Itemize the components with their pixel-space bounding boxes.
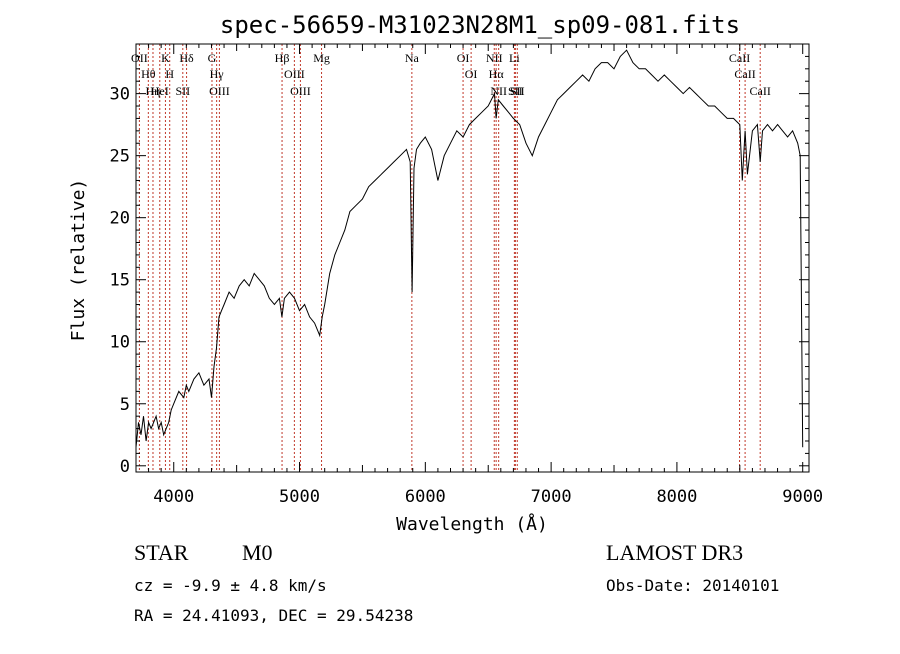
line-label-26: CaII [750, 84, 771, 98]
redshift-velocity: cz = -9.9 ± 4.8 km/s [134, 576, 327, 595]
x-tick-label-4000: 4000 [153, 487, 194, 507]
chart-title: spec-56659-M31023N28M1_sp09-081.fits [220, 11, 740, 39]
x-tick-label-6000: 6000 [405, 487, 446, 507]
x-tick-label-7000: 7000 [531, 487, 572, 507]
x-tick-label-8000: 8000 [656, 487, 697, 507]
plot-frame [135, 43, 810, 473]
y-tick-label-5: 5 [120, 395, 130, 415]
line-label-24: CaII [729, 51, 750, 65]
line-label-5: H [165, 67, 174, 81]
line-label-0: OII [131, 51, 148, 65]
line-label-23: SII [510, 84, 525, 98]
line-label-10: OIII [209, 84, 230, 98]
line-label-15: Na [405, 51, 420, 65]
line-label-4: K [161, 51, 170, 65]
sky-coordinates: RA = 24.41093, DEC = 29.54238 [134, 606, 413, 625]
y-axis-label: Flux (relative) [68, 179, 89, 342]
line-label-11: Hβ [275, 51, 290, 65]
line-label-6: SII [175, 84, 190, 98]
spectral-line-markers [138, 44, 761, 472]
x-axis: 4000 5000 6000 7000 8000 9000 [148, 44, 823, 507]
x-tick-label-5000: 5000 [279, 487, 320, 507]
line-label-1: Hθ [141, 67, 156, 81]
line-label-12: OIII [284, 67, 305, 81]
object-class: STAR [134, 540, 189, 565]
y-tick-label-25: 25 [110, 147, 130, 167]
line-label-2: Hη [146, 84, 161, 98]
object-subclass: M0 [242, 540, 273, 565]
survey-name: LAMOST DR3 [606, 540, 743, 565]
line-label-17: OI [465, 67, 478, 81]
line-label-8: G [208, 51, 217, 65]
line-label-13: OIII [290, 84, 311, 98]
line-label-19: Hα [489, 67, 505, 81]
line-label-18: NII [486, 51, 503, 65]
y-tick-label-20: 20 [110, 209, 130, 229]
y-axis: 0 5 10 15 20 25 30 [110, 55, 809, 477]
observation-date: Obs-Date: 20140101 [606, 576, 779, 595]
line-label-25: CaII [734, 67, 755, 81]
x-tick-label-9000: 9000 [782, 487, 823, 507]
line-label-14: Mg [313, 51, 330, 65]
spectrum-line [135, 49, 804, 448]
line-label-7: Hδ [179, 51, 194, 65]
y-tick-label-0: 0 [120, 457, 130, 477]
line-label-16: OI [457, 51, 470, 65]
y-tick-label-10: 10 [110, 333, 130, 353]
y-tick-label-15: 15 [110, 271, 130, 291]
line-label-21: Li [509, 51, 520, 65]
x-axis-label: Wavelength (Å) [396, 513, 548, 535]
line-label-9: Hγ [210, 67, 225, 81]
line-label-3: HeI [151, 84, 169, 98]
y-tick-label-30: 30 [110, 85, 130, 105]
line-label-22: SII [508, 84, 523, 98]
